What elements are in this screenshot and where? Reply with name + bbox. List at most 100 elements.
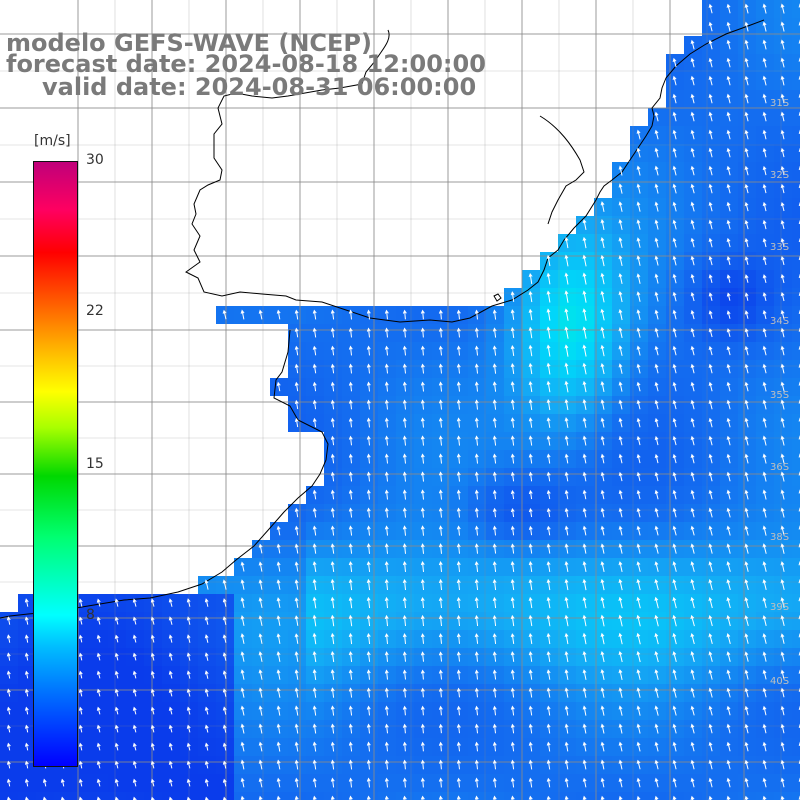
wind-arrow (654, 669, 659, 680)
wind-arrow (222, 598, 227, 607)
wind-arrow (330, 705, 335, 716)
wind-arrow (726, 399, 731, 410)
wind-speed-cell (792, 540, 800, 558)
wind-arrow (672, 435, 677, 446)
wind-arrow (690, 669, 695, 680)
wind-arrow (654, 327, 659, 338)
wind-arrow (564, 543, 569, 554)
wind-arrow (114, 742, 119, 751)
wind-speed-cell (792, 72, 800, 90)
wind-arrow (690, 147, 695, 158)
wind-arrow (96, 652, 101, 661)
wind-arrow (150, 760, 155, 769)
wind-arrow (474, 435, 479, 446)
wind-arrow (312, 399, 317, 410)
wind-arrow (780, 165, 785, 176)
wind-arrow (798, 93, 800, 98)
wind-arrow (546, 453, 551, 464)
wind-speed-cell (792, 126, 800, 144)
wind-arrow (582, 272, 587, 285)
wind-arrow (654, 759, 659, 770)
wind-arrow (636, 705, 641, 716)
wind-arrow (618, 290, 623, 303)
wind-arrow (618, 381, 623, 392)
wind-arrow (726, 489, 731, 500)
wind-arrow (636, 129, 641, 140)
wind-arrow (618, 165, 623, 176)
wind-arrow (600, 561, 605, 573)
wind-arrow (708, 471, 713, 482)
wind-arrow (96, 778, 101, 787)
wind-arrow (600, 687, 605, 698)
wind-arrow (168, 760, 173, 769)
wind-arrow (384, 471, 389, 482)
wind-arrow (510, 669, 515, 680)
wind-arrow (330, 453, 335, 464)
wind-speed-cell (792, 468, 800, 486)
wind-arrow (546, 380, 551, 393)
wind-arrow (366, 705, 371, 716)
wind-arrow (708, 417, 713, 428)
wind-arrow (456, 561, 461, 572)
wind-arrow (780, 363, 785, 374)
wind-arrow (294, 687, 299, 698)
wind-arrow (564, 669, 569, 680)
wind-arrow (582, 435, 587, 446)
wind-arrow (474, 525, 479, 536)
wind-arrow (582, 362, 587, 375)
wind-arrow (330, 417, 335, 428)
wind-speed-cell (792, 252, 800, 270)
wind-arrow (276, 741, 281, 752)
wind-arrow (294, 345, 299, 356)
wind-arrow (348, 561, 353, 572)
wind-arrow (636, 759, 641, 770)
wind-arrow (546, 669, 551, 680)
wind-arrow (510, 614, 515, 627)
wind-arrow (294, 579, 299, 590)
wind-arrow (312, 507, 317, 518)
wind-speed-cell (792, 774, 800, 792)
wind-arrow (546, 308, 551, 321)
wind-arrow (654, 632, 659, 645)
wind-arrow (510, 525, 515, 536)
wind-arrow (420, 453, 425, 464)
wind-arrow (474, 723, 479, 734)
wind-arrow (780, 292, 785, 302)
wind-arrow (600, 723, 605, 734)
wind-arrow (690, 633, 695, 645)
wind-arrow (708, 795, 713, 800)
wind-arrow (366, 543, 371, 554)
wind-arrow (618, 417, 623, 428)
wind-arrow (546, 687, 551, 698)
wind-arrow (348, 345, 353, 356)
wind-speed-cell (792, 504, 800, 522)
wind-arrow (780, 111, 785, 122)
wind-arrow (384, 561, 389, 572)
wind-speed-cell (0, 792, 18, 800)
wind-arrow (492, 381, 497, 392)
wind-arrow (546, 614, 551, 627)
wind-arrow (438, 614, 443, 627)
wind-arrow (564, 290, 569, 303)
wind-speed-cell (432, 792, 450, 800)
wind-arrow (546, 795, 551, 800)
wind-arrow (690, 75, 695, 86)
wind-arrow (402, 795, 407, 800)
wind-arrow (618, 777, 623, 788)
wind-speed-cell (792, 720, 800, 738)
wind-arrow (240, 723, 245, 734)
wind-arrow (510, 363, 515, 374)
wind-arrow (780, 147, 785, 158)
wind-arrow (546, 362, 551, 375)
wind-arrow (60, 778, 65, 787)
wind-arrow (474, 741, 479, 752)
wind-arrow (312, 363, 317, 374)
wind-arrow (240, 597, 245, 608)
wind-arrow (492, 345, 497, 356)
wind-arrow (654, 795, 659, 800)
wind-arrow (726, 310, 731, 319)
wind-arrow (276, 651, 281, 662)
wind-arrow (492, 669, 497, 680)
wind-arrow (600, 596, 605, 609)
